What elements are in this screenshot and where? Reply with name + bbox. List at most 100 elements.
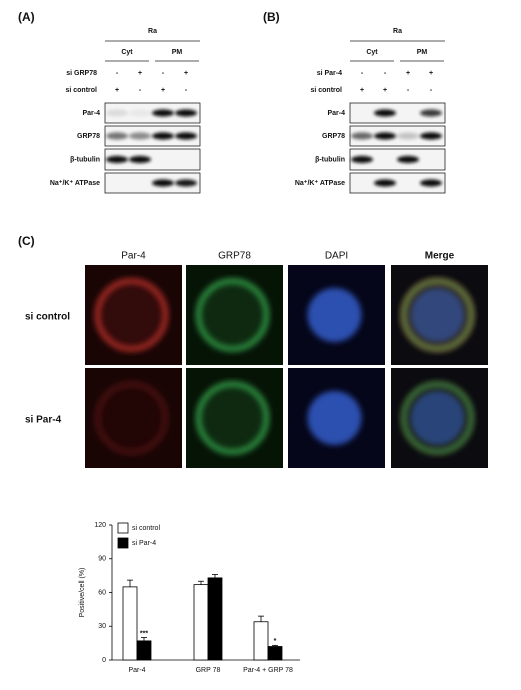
nucleus: [307, 391, 362, 445]
cell-ring: [195, 278, 270, 352]
channel-label: DAPI: [325, 251, 348, 262]
condition-label: si control: [310, 87, 342, 94]
micrograph: [85, 265, 182, 365]
cell-ring: [94, 278, 169, 352]
bar: [122, 586, 138, 661]
condition-label: si GRP78: [66, 70, 97, 77]
band: [129, 155, 151, 164]
cell-line: Ra: [148, 28, 157, 35]
sign: +: [184, 70, 188, 77]
sign: -: [407, 87, 410, 94]
blot: [349, 102, 446, 124]
cell-line: Ra: [393, 28, 402, 35]
micrograph: [186, 368, 283, 468]
nucleus: [307, 288, 362, 342]
channel-label: GRP78: [218, 251, 251, 262]
band: [152, 179, 174, 187]
band: [374, 109, 396, 117]
fraction-label: PM: [417, 49, 428, 56]
bar: [193, 584, 209, 661]
band: [175, 179, 197, 187]
nucleus: [410, 288, 465, 342]
condition-label: si Par-4: [317, 70, 342, 77]
band: [351, 155, 373, 164]
y-tick-label: 60: [98, 589, 106, 596]
panel-label: (B): [263, 10, 280, 24]
micrograph: [85, 368, 182, 468]
band: [106, 109, 128, 117]
sign: -: [384, 70, 387, 77]
legend-swatch: [117, 537, 129, 549]
y-tick-label: 30: [98, 623, 106, 630]
blot-label: β-tubulin: [315, 156, 345, 163]
fraction-label: PM: [172, 49, 183, 56]
sign: -: [116, 70, 119, 77]
legend-label: si Par-4: [132, 540, 156, 547]
band: [175, 132, 197, 140]
bar: [267, 646, 283, 661]
sign: +: [360, 87, 364, 94]
blot: [104, 148, 201, 171]
band: [397, 155, 419, 164]
sign: -: [430, 87, 433, 94]
blot-label: β-tubulin: [70, 156, 100, 163]
band: [129, 132, 151, 140]
sign: -: [361, 70, 364, 77]
blot-label: Na⁺/K⁺ ATPase: [295, 180, 345, 187]
band: [152, 132, 174, 140]
cell-ring: [94, 381, 169, 455]
x-tick-label: Par-4 + GRP 78: [243, 667, 293, 674]
band: [129, 109, 151, 117]
x-tick-label: Par-4: [128, 667, 145, 674]
cell-ring: [195, 381, 270, 455]
legend-swatch: [117, 522, 129, 534]
sign: +: [383, 87, 387, 94]
sign: -: [185, 87, 188, 94]
significance: ***: [140, 630, 148, 637]
sign: -: [139, 87, 142, 94]
band: [106, 155, 128, 164]
band: [175, 109, 197, 117]
blot: [349, 172, 446, 194]
nucleus: [410, 391, 465, 445]
micrograph: [288, 368, 385, 468]
x-tick-label: GRP 78: [196, 667, 221, 674]
sign: +: [115, 87, 119, 94]
band: [420, 179, 442, 187]
bar: [136, 640, 152, 661]
row-label: si control: [25, 312, 70, 323]
blot-label: Par-4: [327, 110, 345, 117]
y-tick-label: 120: [94, 522, 106, 529]
blot-label: Par-4: [82, 110, 100, 117]
band: [152, 109, 174, 117]
bar: [207, 577, 223, 661]
panel-label: (A): [18, 10, 35, 24]
legend-label: si control: [132, 525, 160, 532]
fraction-label: Cyt: [121, 49, 133, 56]
y-tick-label: 0: [102, 657, 106, 664]
band: [420, 132, 442, 140]
sign: +: [138, 70, 142, 77]
blot-label: Na⁺/K⁺ ATPase: [50, 180, 100, 187]
sign: +: [161, 87, 165, 94]
bar: [253, 621, 269, 661]
channel-label: Merge: [425, 251, 455, 262]
fraction-label: Cyt: [366, 49, 378, 56]
blot-label: GRP78: [322, 133, 345, 140]
blot-label: GRP78: [77, 133, 100, 140]
band: [351, 132, 373, 140]
sign: +: [429, 70, 433, 77]
sign: -: [162, 70, 165, 77]
panel-label: (C): [18, 234, 35, 248]
channel-label: Par-4: [121, 251, 146, 262]
y-tick-label: 90: [98, 556, 106, 563]
sign: +: [406, 70, 410, 77]
micrograph: [391, 368, 488, 468]
condition-label: si control: [65, 87, 97, 94]
row-label: si Par-4: [25, 415, 62, 426]
micrograph: [186, 265, 283, 365]
band: [397, 132, 419, 140]
band: [374, 179, 396, 187]
